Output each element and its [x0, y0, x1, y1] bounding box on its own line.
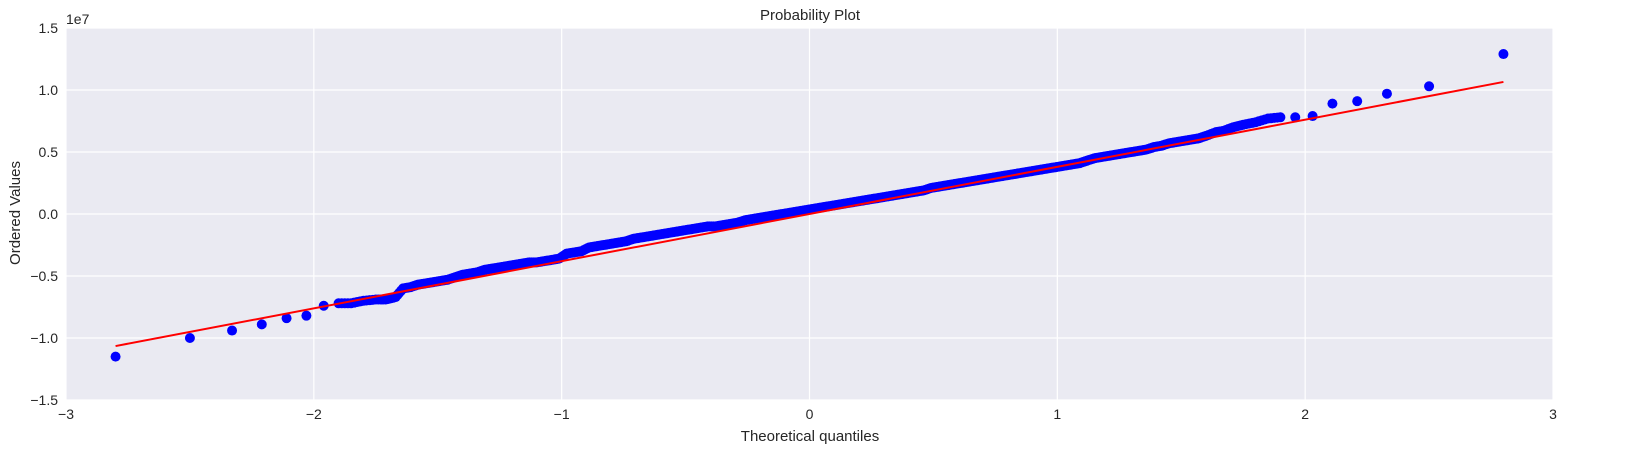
data-point: [301, 310, 312, 321]
y-tick-label: −1.0: [30, 330, 58, 346]
y-tick-labels: −1.5 −1.0 −0.5 0.0 0.5 1.0 1.5: [30, 20, 58, 408]
data-point: [256, 319, 267, 330]
x-tick-label: −1: [554, 406, 570, 422]
x-tick-label: 2: [1301, 406, 1309, 422]
data-point: [281, 313, 292, 324]
y-tick-label: 1.5: [39, 20, 59, 36]
y-tick-label: 0.0: [39, 206, 59, 222]
data-points: [110, 49, 1509, 362]
data-point: [1327, 98, 1338, 109]
data-point: [184, 333, 195, 343]
x-tick-label: 1: [1053, 406, 1061, 422]
y-tick-label: −1.5: [30, 392, 58, 408]
data-point: [1275, 112, 1286, 123]
x-tick-label: 0: [806, 406, 814, 422]
data-point: [1352, 96, 1363, 107]
data-point: [1381, 88, 1392, 99]
data-point: [1290, 112, 1301, 123]
y-tick-label: 0.5: [39, 144, 59, 160]
x-tick-label: 3: [1549, 406, 1557, 422]
fit-line: [115, 80, 1504, 348]
y-tick-label: 1.0: [39, 82, 59, 98]
y-axis-label: Ordered Values: [7, 161, 24, 265]
y-axis-offset-label: 1e7: [66, 11, 90, 27]
x-tick-label: −3: [58, 406, 74, 422]
x-tick-labels: −3 −2 −1 0 1 2 3: [58, 406, 1557, 422]
x-tick-label: −2: [306, 406, 322, 422]
x-axis-label: Theoretical quantiles: [741, 428, 879, 445]
data-point: [227, 325, 238, 336]
data-point: [1498, 49, 1509, 60]
y-tick-label: −0.5: [30, 268, 58, 284]
chart-title: Probability Plot: [760, 7, 861, 24]
fit-lines: [115, 80, 1504, 348]
data-point: [110, 351, 121, 362]
data-point: [1424, 81, 1435, 92]
